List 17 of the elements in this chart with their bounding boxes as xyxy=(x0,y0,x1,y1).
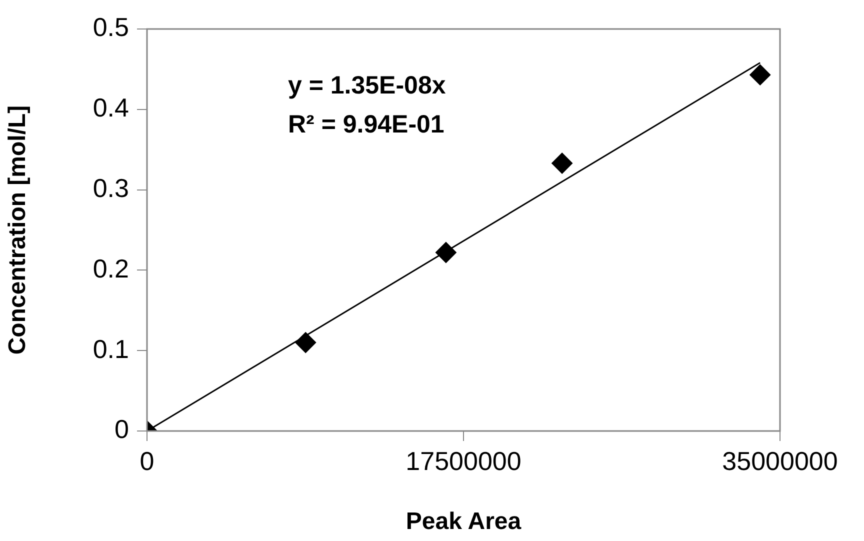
annotation: R² = 9.94E-01 xyxy=(288,110,444,138)
y-tick-label: 0.2 xyxy=(92,253,129,284)
annotation: y = 1.35E-08x xyxy=(288,71,446,100)
y-tick-label: 0 xyxy=(114,414,129,444)
x-tick-label: 35000000 xyxy=(722,446,838,476)
x-tick-label: 0 xyxy=(140,446,154,476)
y-tick-label: 0.5 xyxy=(92,12,129,42)
y-tick-label: 0.4 xyxy=(92,92,129,123)
x-tick-label: 17500000 xyxy=(406,446,522,476)
point xyxy=(435,242,456,264)
point xyxy=(295,332,316,354)
x-axis-title: Peak Area xyxy=(406,508,522,536)
point xyxy=(750,64,771,86)
point xyxy=(552,152,573,174)
y-axis-title: Concentration [mol/L] xyxy=(4,105,32,355)
y-tick-label: 0.1 xyxy=(92,334,129,364)
y-tick-label: 0.3 xyxy=(92,172,129,203)
